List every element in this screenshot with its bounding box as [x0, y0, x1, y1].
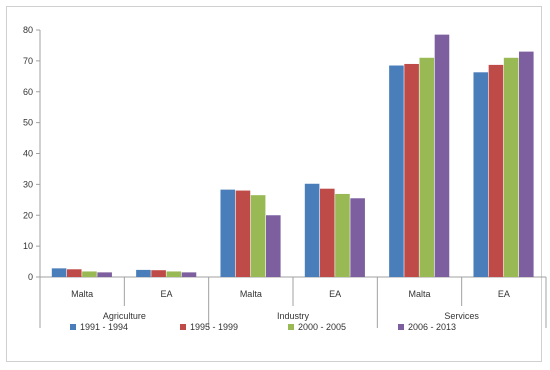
- bar: [66, 269, 82, 277]
- bar: [419, 57, 435, 277]
- bar: [434, 34, 450, 277]
- bar: [389, 65, 404, 277]
- legend-label: 1991 - 1994: [80, 322, 128, 332]
- y-tick-label: 10: [23, 241, 33, 251]
- chart-frame: [6, 6, 542, 362]
- bar: [97, 272, 112, 277]
- legend-swatch: [288, 324, 294, 330]
- y-tick-label: 60: [23, 87, 33, 97]
- bar: [235, 190, 251, 277]
- bar: [488, 64, 504, 277]
- bars: [51, 34, 534, 278]
- legend-label: 1995 - 1999: [190, 322, 238, 332]
- x-category-label: Malta: [71, 289, 93, 299]
- bar: [51, 268, 67, 277]
- bar: [181, 272, 197, 277]
- x-category-label: Malta: [408, 289, 430, 299]
- x-group-label: Agriculture: [103, 311, 146, 321]
- legend-label: 2006 - 2013: [408, 322, 456, 332]
- bar: [350, 198, 365, 277]
- x-category-label: EA: [498, 289, 510, 299]
- y-tick-label: 50: [23, 118, 33, 128]
- y-tick-label: 40: [23, 149, 33, 159]
- y-tick-label: 80: [23, 25, 33, 35]
- y-tick-label: 70: [23, 56, 33, 66]
- axes: 0 10 20 30 40 50 60 70 80 Malta EA Malta EA Malta EA Ag…: [23, 25, 547, 328]
- legend-swatch: [398, 324, 404, 330]
- bar: [335, 193, 350, 277]
- bar: [404, 63, 419, 278]
- bar: [266, 215, 281, 277]
- bar: [82, 271, 97, 277]
- y-tick-label: 30: [23, 179, 33, 189]
- y-tick-label: 0: [28, 272, 33, 282]
- legend-label: 2000 - 2005: [298, 322, 346, 332]
- x-category-label: EA: [160, 289, 172, 299]
- bar: [166, 271, 182, 277]
- bar: [473, 72, 489, 277]
- legend-swatch: [70, 324, 76, 330]
- bar: [151, 270, 166, 277]
- bar: [220, 189, 236, 277]
- x-category-label: Malta: [240, 289, 262, 299]
- bar: [250, 195, 266, 277]
- bar: [319, 188, 335, 277]
- bar: [519, 51, 534, 277]
- x-group-label: Industry: [277, 311, 310, 321]
- bar: [304, 183, 320, 277]
- legend: 1991 - 1994 1995 - 1999 2000 - 2005 2006 - …: [70, 322, 456, 332]
- y-tick-label: 20: [23, 210, 33, 220]
- x-category-label: EA: [329, 289, 341, 299]
- x-group-label: Services: [444, 311, 479, 321]
- bar: [503, 57, 519, 277]
- bar: [136, 269, 151, 277]
- legend-swatch: [180, 324, 186, 330]
